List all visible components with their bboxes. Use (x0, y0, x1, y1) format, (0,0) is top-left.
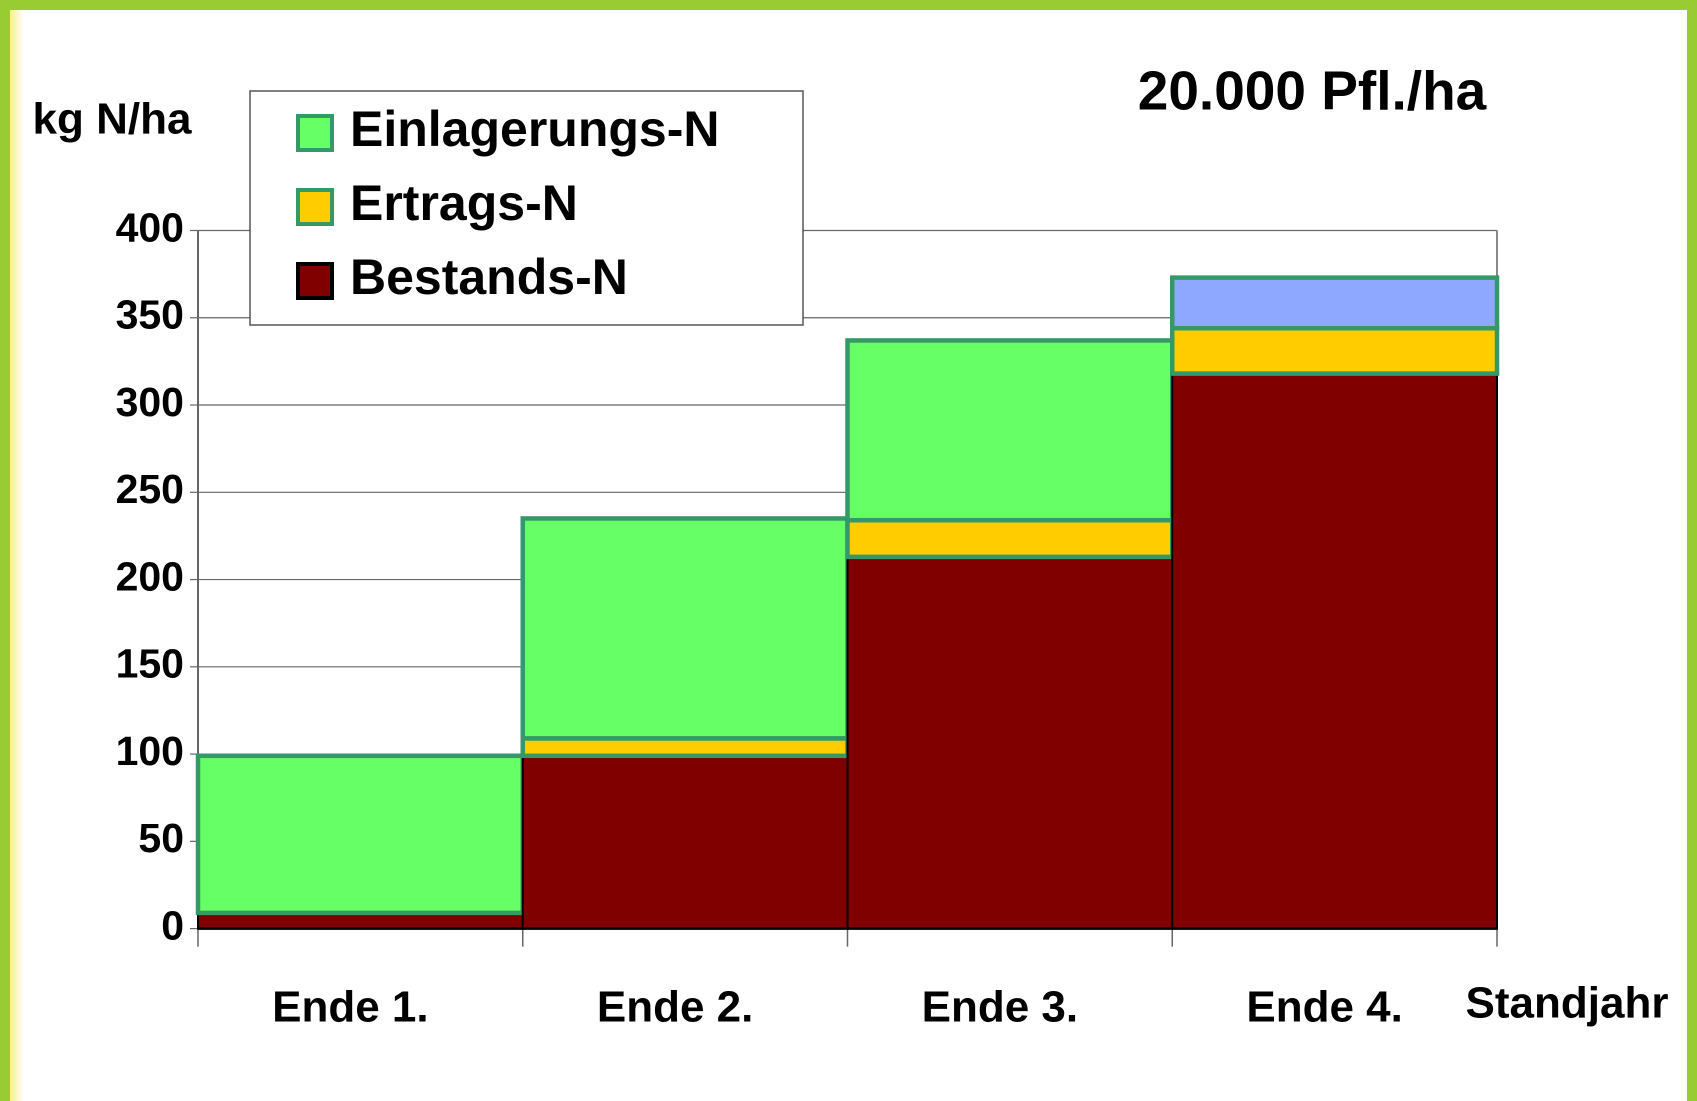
bar-segment (197, 911, 524, 930)
legend-label: Ertrags-N (350, 175, 578, 231)
x-axis-label: Standjahr (1466, 979, 1669, 1028)
legend-label: Bestands-N (350, 249, 628, 305)
y-axis-label: kg N/ha (33, 95, 192, 144)
y-tick-label: 350 (116, 292, 184, 338)
y-tick-label: 200 (116, 553, 184, 599)
legend-swatch (296, 188, 334, 226)
bar-segment (520, 516, 850, 741)
y-tick-label: 50 (138, 815, 184, 861)
edge-shade (10, 10, 24, 1101)
bar-segment (845, 517, 1175, 560)
bar-segment (845, 338, 1175, 523)
y-tick-label: 0 (161, 902, 184, 948)
legend-box (249, 90, 804, 326)
y-tick-label: 250 (116, 466, 184, 512)
y-tick-label: 400 (116, 204, 184, 250)
bar-segment (195, 753, 525, 916)
legend-swatch (296, 114, 334, 152)
x-tick-label: Ende 2. (597, 983, 754, 1032)
legend-swatch (296, 262, 334, 300)
bar-segment (1171, 372, 1498, 930)
y-tick-label: 300 (116, 379, 184, 425)
y-tick-label: 100 (116, 728, 184, 774)
bar-segment (520, 736, 850, 759)
legend-label: Einlagerungs-N (350, 101, 719, 157)
x-tick-label: Ende 1. (272, 983, 429, 1032)
x-tick-label: Ende 4. (1246, 983, 1403, 1032)
x-tick-label: Ende 3. (922, 983, 1079, 1032)
bar-segment (846, 555, 1174, 930)
bar-segment (521, 754, 849, 930)
y-tick-label: 150 (116, 641, 184, 687)
bar-segment (1170, 275, 1500, 331)
bar-segment (1170, 325, 1500, 376)
chart-title: 20.000 Pfl./ha (1138, 60, 1487, 122)
